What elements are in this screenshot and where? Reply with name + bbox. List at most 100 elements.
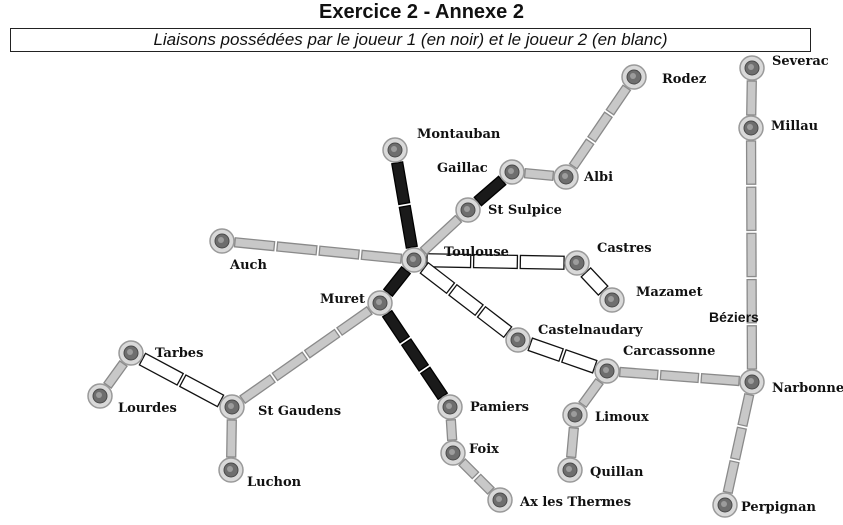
wagon-blanc	[560, 349, 598, 374]
link-stgaudens-luchon	[226, 419, 237, 458]
city-label-muret: Muret	[320, 292, 365, 307]
link-tarbes-lourdes	[103, 360, 128, 389]
link-toulouse-auch	[233, 237, 403, 264]
city-marker-foix	[440, 440, 466, 466]
city-marker-montauban	[382, 137, 408, 163]
wagon-libre	[103, 360, 128, 389]
subtitle-box: Liaisons possédées par le joueur 1 (en n…	[10, 28, 811, 52]
city-label-stsulpice: St Sulpice	[488, 203, 562, 218]
link-pamiers-foix	[445, 418, 458, 442]
link-gaillac-albi	[523, 168, 555, 181]
wagon-noir	[398, 204, 418, 249]
city-label-luchon: Luchon	[247, 475, 302, 490]
city-label-severac: Severac	[772, 54, 829, 69]
link-toulouse-montauban	[391, 161, 418, 249]
wagon-libre	[746, 232, 757, 278]
wagon-blanc	[426, 253, 472, 269]
wagon-libre	[722, 459, 740, 495]
city-marker-carcassonne	[594, 358, 620, 384]
wagon-libre	[746, 278, 757, 324]
link-tarbes-stgaudens	[138, 352, 225, 408]
wagon-libre	[700, 372, 741, 387]
wagon-libre	[445, 418, 458, 442]
city-label-rodez: Rodez	[662, 72, 706, 87]
wagon-libre	[419, 214, 463, 256]
city-marker-rodez	[621, 64, 647, 90]
wagon-libre	[233, 237, 276, 252]
link-toulouse-muret	[382, 265, 412, 298]
wagon-noir	[419, 366, 449, 401]
wagon-libre	[271, 351, 309, 382]
link-castres-mazamet	[580, 267, 609, 296]
city-marker-luchon	[218, 457, 244, 483]
link-albi-rodez	[568, 84, 632, 170]
city-label-carcassonne: Carcassonne	[623, 344, 715, 359]
city-label-stgaudens: St Gaudens	[258, 404, 341, 419]
city-label-tarbes: Tarbes	[155, 346, 203, 361]
wagon-libre	[226, 419, 237, 458]
city-marker-auch	[209, 228, 235, 254]
link-toulouse-castelnaudary	[419, 261, 513, 339]
wagon-libre	[746, 186, 757, 232]
wagon-libre	[587, 111, 613, 143]
link-castelnaudary-carcassonne	[527, 337, 598, 374]
city-marker-narbonne	[739, 369, 765, 395]
wagon-blanc	[448, 283, 484, 317]
city-marker-axlesthermes	[487, 487, 513, 513]
city-marker-quillan	[557, 457, 583, 483]
wagon-libre	[336, 305, 373, 337]
city-marker-stsulpice	[455, 197, 481, 223]
wagon-libre	[605, 84, 632, 116]
wagon-libre	[578, 377, 604, 409]
city-marker-perpignan	[712, 492, 738, 518]
wagon-libre	[303, 328, 341, 359]
wagon-libre	[568, 138, 595, 170]
city-marker-tarbes	[118, 340, 144, 366]
wagon-libre	[729, 426, 748, 461]
wagon-noir	[382, 265, 412, 298]
wagon-libre	[360, 249, 403, 264]
city-label-narbonne: Narbonne	[772, 381, 843, 396]
link-toulouse-castres	[426, 253, 565, 270]
city-label-lourdes: Lourdes	[118, 401, 177, 416]
wagon-blanc	[178, 374, 225, 408]
wagon-libre	[458, 458, 480, 480]
wagon-libre	[565, 426, 580, 459]
city-marker-castelnaudary	[505, 327, 531, 353]
wagon-noir	[381, 309, 411, 344]
cities-layer	[87, 55, 765, 518]
wagon-libre	[746, 325, 758, 370]
city-label-foix: Foix	[469, 442, 499, 457]
link-foix-axlesthermes	[458, 458, 495, 495]
city-marker-millau	[738, 115, 764, 141]
link-limoux-quillan	[565, 426, 580, 459]
link-millau-narbonne	[745, 140, 758, 370]
page-title: Exercice 2 - Annexe 2	[319, 1, 524, 23]
wagon-libre	[618, 366, 659, 381]
city-marker-muret	[367, 290, 393, 316]
link-muret-stgaudens	[239, 305, 373, 405]
link-toulouse-stsulpice	[419, 214, 463, 256]
wagon-blanc	[527, 337, 565, 362]
city-label-limoux: Limoux	[595, 410, 649, 425]
city-marker-pamiers	[437, 394, 463, 420]
wagon-libre	[239, 373, 276, 405]
wagon-blanc	[519, 254, 565, 270]
city-label-gaillac: Gaillac	[437, 161, 488, 176]
link-carcassonne-limoux	[578, 377, 604, 409]
wagon-libre	[737, 392, 755, 428]
city-marker-stgaudens	[219, 394, 245, 420]
wagon-noir	[473, 175, 507, 207]
city-marker-castres	[564, 250, 590, 276]
wagon-libre	[659, 369, 700, 384]
city-marker-gaillac	[499, 159, 525, 185]
wagon-libre	[523, 168, 555, 181]
city-marker-toulouse	[401, 247, 427, 273]
wagon-libre	[276, 241, 318, 256]
city-label-albi: Albi	[583, 170, 613, 185]
link-carcassonne-narbonne	[618, 366, 741, 387]
city-label-millau: Millau	[771, 119, 818, 134]
city-label-castelnaudary: Castelnaudary	[538, 323, 643, 338]
labels-layer: Rodez Severac Millau Montauban Gaillac Albi St…	[118, 54, 843, 515]
